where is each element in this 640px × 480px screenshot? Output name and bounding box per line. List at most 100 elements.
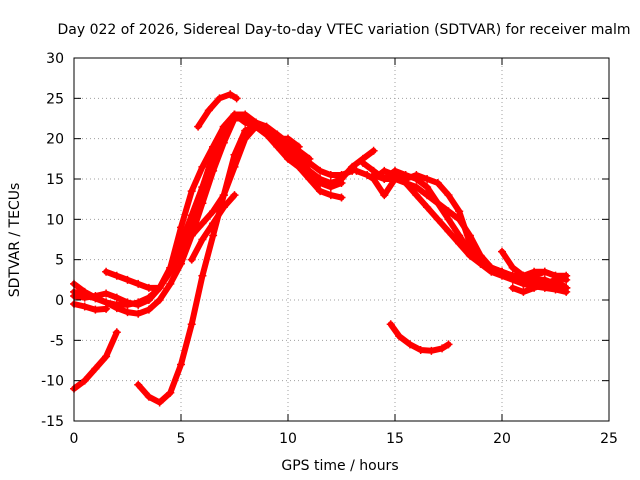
data-point [219, 191, 228, 200]
y-tick-label: 5 [55, 253, 64, 269]
data-point [519, 287, 528, 296]
data-point [284, 138, 292, 147]
data-point [155, 283, 164, 292]
data-point [305, 170, 314, 179]
data-point [187, 231, 196, 240]
x-axis-label: GPS time / hours [281, 458, 398, 474]
data-point [508, 263, 517, 272]
data-point [369, 170, 378, 179]
data-point [427, 346, 436, 355]
data-point [423, 175, 432, 183]
data-point [352, 166, 361, 175]
data-point [562, 271, 571, 280]
data-point [134, 309, 143, 318]
data-point [273, 134, 282, 143]
data-point [230, 191, 239, 200]
data-point [144, 296, 153, 304]
data-point [204, 106, 213, 115]
data-point [444, 215, 453, 224]
series-track-3-points [70, 110, 346, 309]
data-point [123, 298, 132, 307]
data-point [294, 162, 303, 171]
x-tick-label: 0 [70, 431, 79, 447]
data-point [177, 223, 185, 232]
series-track-7 [135, 123, 302, 406]
y-tick-label: 0 [55, 293, 64, 309]
data-point [123, 275, 132, 284]
data-point [219, 203, 228, 212]
data-point [215, 94, 224, 103]
data-point [444, 191, 453, 200]
series-track-16-points [498, 247, 571, 280]
data-point [540, 267, 549, 276]
data-point [476, 259, 485, 268]
data-point [198, 162, 207, 171]
data-point [444, 340, 453, 349]
data-point [498, 247, 506, 256]
data-point [177, 360, 185, 369]
data-point [401, 170, 410, 179]
data-point [455, 239, 464, 248]
data-point [262, 130, 271, 139]
data-point [358, 158, 367, 167]
data-point [551, 275, 560, 284]
data-point [80, 302, 89, 311]
data-point [508, 271, 517, 280]
data-point [241, 134, 250, 143]
data-point [455, 215, 464, 224]
data-point [198, 219, 207, 228]
plot-frame [73, 57, 610, 422]
data-point [102, 304, 111, 313]
data-point [369, 146, 378, 155]
data-point [326, 191, 335, 200]
series-track-1-points [70, 328, 121, 393]
data-point [241, 110, 250, 119]
data-point [209, 150, 218, 159]
data-point [134, 380, 143, 389]
y-tick-label: 25 [46, 91, 64, 107]
data-point [166, 263, 175, 272]
data-point [498, 267, 506, 276]
data-point [380, 191, 389, 200]
data-point [412, 175, 421, 183]
data-point [284, 154, 292, 163]
series-track-9-points [177, 122, 314, 248]
data-point [316, 187, 325, 196]
data-point [391, 175, 399, 183]
data-point [209, 231, 218, 240]
data-point [476, 251, 485, 260]
data-point [194, 122, 203, 131]
data-point [187, 255, 196, 264]
series-track-5 [71, 301, 110, 313]
data-point [230, 162, 239, 171]
data-point [198, 199, 207, 208]
data-point [91, 293, 100, 302]
data-point [187, 187, 196, 196]
data-point [380, 166, 389, 175]
y-axis-ticks: -15 -10 -5 0 5 10 15 20 25 30 [41, 51, 609, 430]
y-tick-label: -5 [50, 333, 64, 349]
data-point [305, 154, 314, 163]
data-point [433, 199, 442, 208]
data-point [433, 179, 442, 188]
data-point [416, 346, 425, 355]
data-point [219, 138, 228, 147]
data-point [423, 183, 432, 192]
data-point [530, 267, 539, 276]
data-point [198, 183, 207, 192]
y-tick-label: -10 [41, 374, 64, 390]
x-tick-label: 5 [177, 431, 186, 447]
data-point [144, 283, 153, 292]
series-track-10-points [194, 90, 241, 131]
x-axis-ticks: 0 5 10 15 20 25 [70, 58, 618, 447]
data-point [102, 267, 111, 276]
data-point [444, 227, 453, 236]
data-point [112, 328, 121, 337]
data-point [438, 344, 447, 353]
data-point [386, 320, 395, 329]
data-point [155, 398, 164, 407]
data-point [112, 271, 121, 280]
data-point [166, 279, 175, 288]
data-point [144, 392, 153, 401]
